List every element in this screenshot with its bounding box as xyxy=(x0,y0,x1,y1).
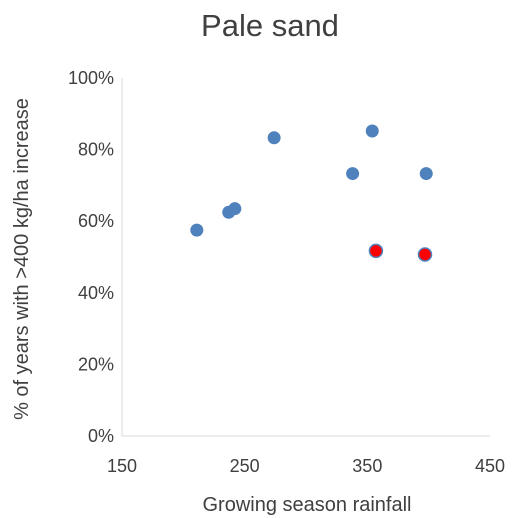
x-tick-label: 350 xyxy=(352,456,382,476)
data-point xyxy=(346,167,360,181)
x-tick-label: 250 xyxy=(230,456,260,476)
y-tick-label: 40% xyxy=(78,283,114,303)
y-axis-title: % of years with >400 kg/ha increase xyxy=(11,98,33,420)
data-point xyxy=(228,202,242,216)
y-tick-labels: 0% 20% 40% 60% 80% 100% xyxy=(68,68,114,446)
y-tick-label: 20% xyxy=(78,354,114,374)
data-point-highlighted xyxy=(417,247,433,262)
x-tick-labels: 150 250 350 450 xyxy=(107,456,505,476)
y-tick-label: 100% xyxy=(68,68,114,88)
data-point xyxy=(267,131,281,145)
data-point xyxy=(365,124,379,138)
data-point xyxy=(190,223,204,237)
x-tick-label: 150 xyxy=(107,456,137,476)
x-axis-title: Growing season rainfall xyxy=(203,494,412,516)
data-points xyxy=(190,124,433,262)
y-tick-label: 80% xyxy=(78,140,114,160)
y-tick-label: 60% xyxy=(78,211,114,231)
data-point-highlighted xyxy=(368,243,384,259)
chart-title: Pale sand xyxy=(201,8,339,43)
data-point xyxy=(419,167,433,181)
x-tick-label: 450 xyxy=(475,456,505,476)
y-tick-label: 0% xyxy=(88,426,114,446)
